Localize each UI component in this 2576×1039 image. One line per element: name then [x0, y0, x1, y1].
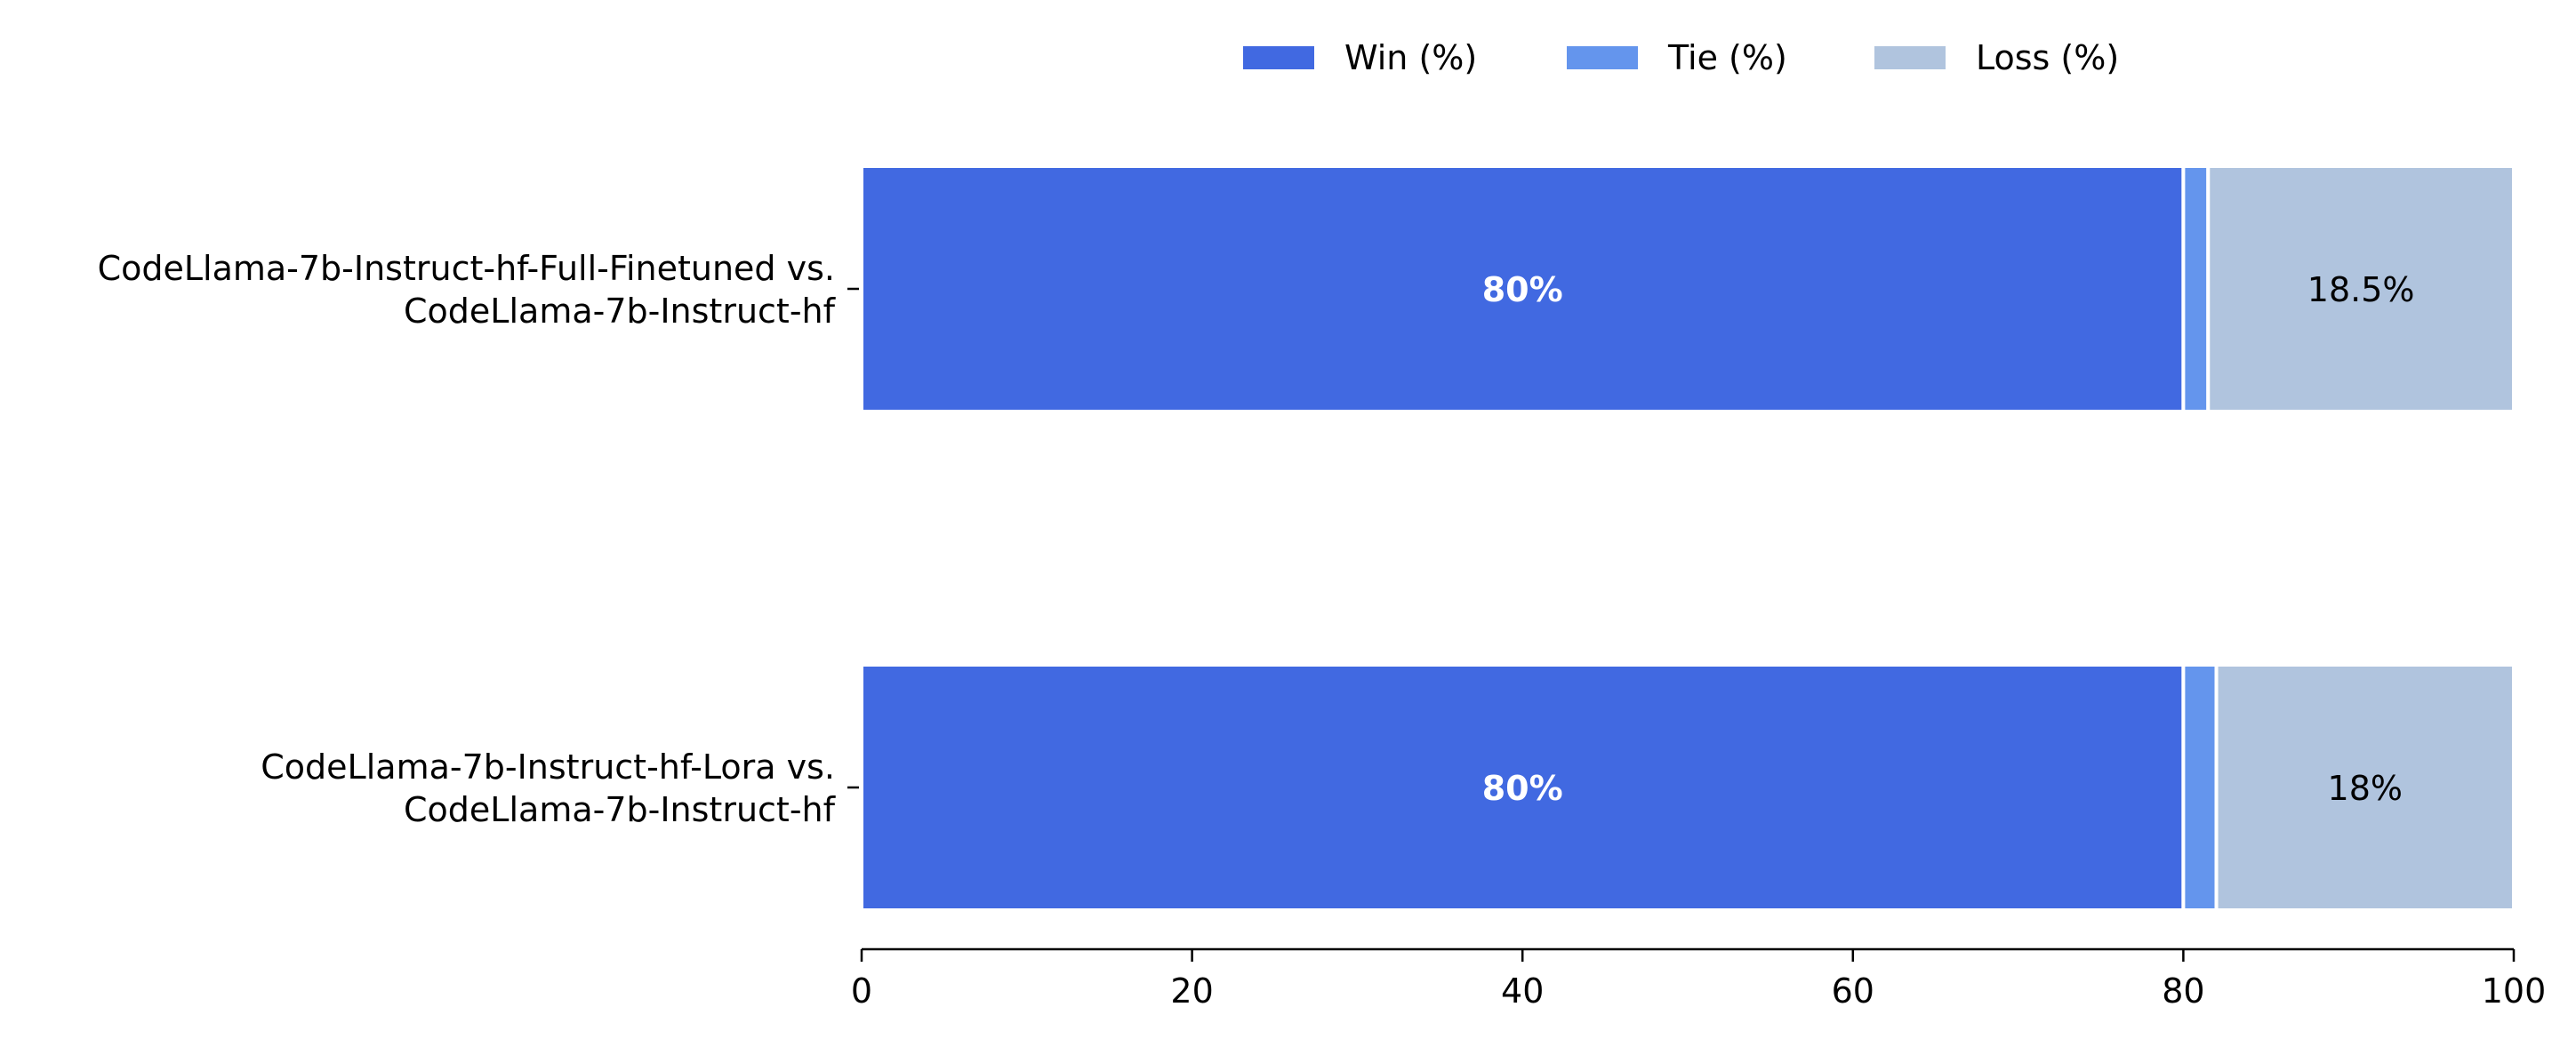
category-label-1-line-1: CodeLlama-7b-Instruct-hf-Full-Finetuned …	[98, 249, 835, 288]
legend-label-loss: Loss (%)	[1976, 38, 2119, 77]
x-axis: 0 20 40 60 80 100	[851, 947, 2547, 1011]
legend-swatch-loss	[1874, 46, 1946, 69]
legend-swatch-tie	[1567, 46, 1638, 69]
category-label-2-line-2: CodeLlama-7b-Instruct-hf	[404, 790, 837, 829]
legend-label-tie: Tie (%)	[1667, 38, 1787, 77]
legend: Win (%) Tie (%) Loss (%)	[1243, 38, 2119, 77]
bar-loss-1	[2206, 164, 2516, 413]
bar-loss-2	[2214, 663, 2516, 912]
bar-win-2	[860, 663, 2186, 912]
data-label-win-2: 80%	[1482, 769, 1563, 808]
category-labels: CodeLlama-7b-Instruct-hf-Full-Finetuned …	[98, 249, 859, 829]
bars: 80% 18.5% 80% 18%	[860, 164, 2516, 912]
data-label-loss-1: 18.5%	[2307, 270, 2415, 309]
x-tick-label-100: 100	[2482, 971, 2547, 1011]
legend-label-win: Win (%)	[1344, 38, 1477, 77]
bar-win-1	[860, 164, 2186, 413]
x-tick-label-20: 20	[1170, 971, 1213, 1011]
data-label-win-1: 80%	[1482, 270, 1563, 309]
x-tick-label-0: 0	[851, 971, 872, 1011]
x-tick-label-80: 80	[2162, 971, 2204, 1011]
bar-tie-1	[2181, 164, 2211, 413]
category-label-2-line-1: CodeLlama-7b-Instruct-hf-Lora vs.	[261, 747, 835, 787]
x-tick-label-60: 60	[1832, 971, 1874, 1011]
category-label-1-line-2: CodeLlama-7b-Instruct-hf	[404, 292, 837, 331]
x-tick-label-40: 40	[1501, 971, 1544, 1011]
legend-swatch-win	[1243, 46, 1314, 69]
bar-tie-2	[2181, 663, 2219, 912]
data-label-loss-2: 18%	[2328, 769, 2403, 808]
